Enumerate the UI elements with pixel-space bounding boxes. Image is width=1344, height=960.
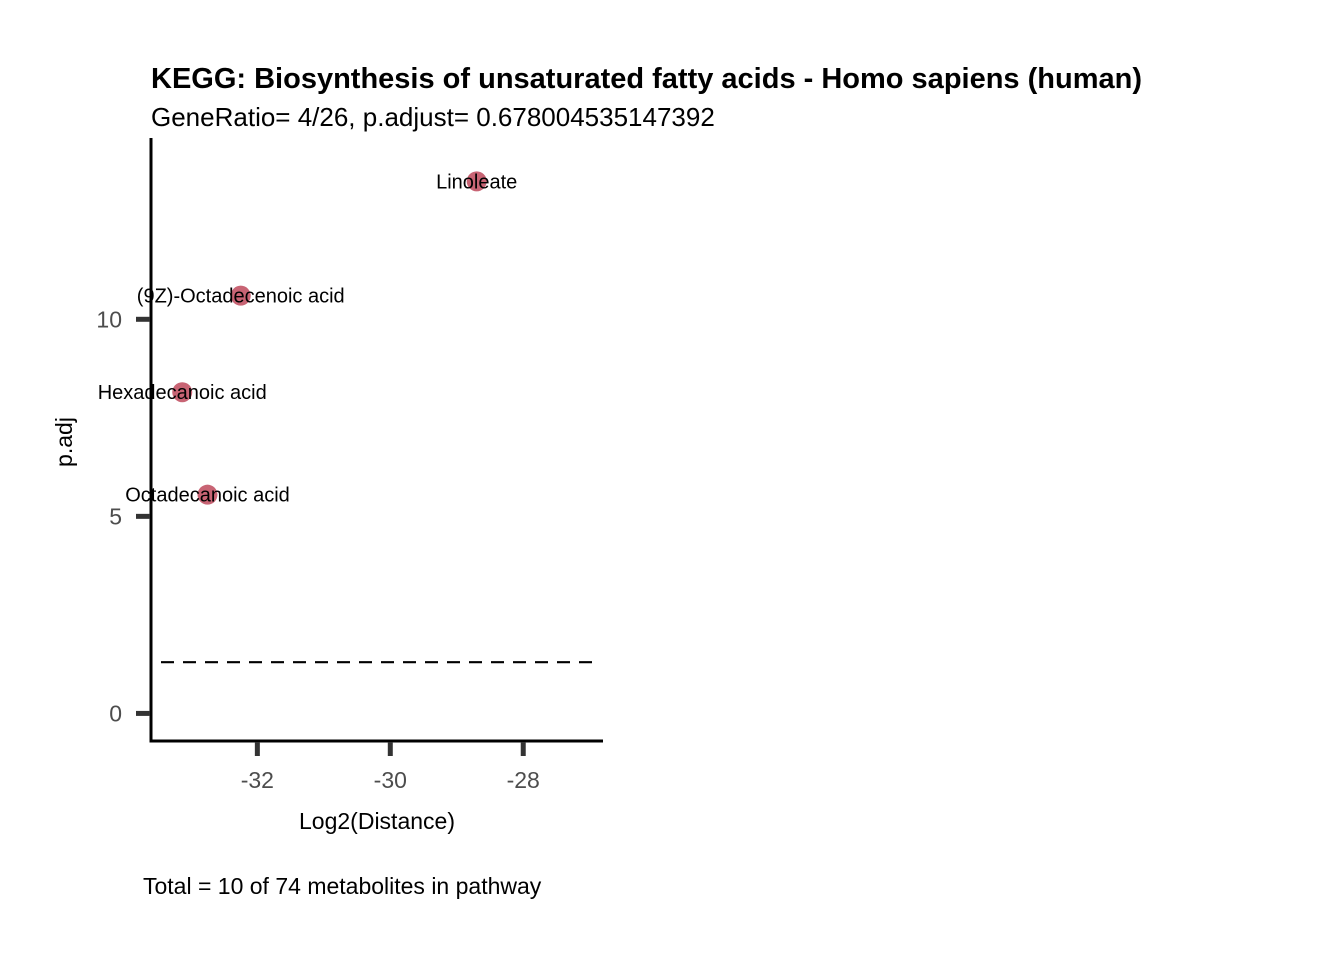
x-tick-label: -28 <box>507 767 540 793</box>
y-axis-label: p.adj <box>51 417 77 467</box>
data-point <box>197 484 218 505</box>
axes: -32 -30 -28 0 5 10 <box>96 138 603 793</box>
chart-title: KEGG: Biosynthesis of unsaturated fatty … <box>151 63 1142 95</box>
x-tick-label: -30 <box>374 767 407 793</box>
points-group <box>172 171 487 505</box>
chart-subtitle: GeneRatio= 4/26, p.adjust= 0.67800453514… <box>151 102 715 132</box>
x-axis-label: Log2(Distance) <box>299 808 455 834</box>
data-point <box>466 171 487 192</box>
y-tick-label: 0 <box>109 700 122 726</box>
point-label: Linoleate <box>436 171 517 193</box>
point-label: Octadecanoic acid <box>125 485 290 507</box>
y-tick-label: 10 <box>96 306 122 332</box>
point-labels-group: Linoleate (9Z)-Octadecenoic acid Hexadecan… <box>98 171 518 506</box>
data-point <box>172 382 193 403</box>
data-point <box>230 285 251 306</box>
chart-caption: Total = 10 of 74 metabolites in pathway <box>143 873 542 899</box>
x-tick-label: -32 <box>241 767 274 793</box>
point-label: (9Z)-Octadecenoic acid <box>137 286 345 308</box>
point-label: Hexadecanoic acid <box>98 382 267 404</box>
y-tick-label: 5 <box>109 503 122 529</box>
